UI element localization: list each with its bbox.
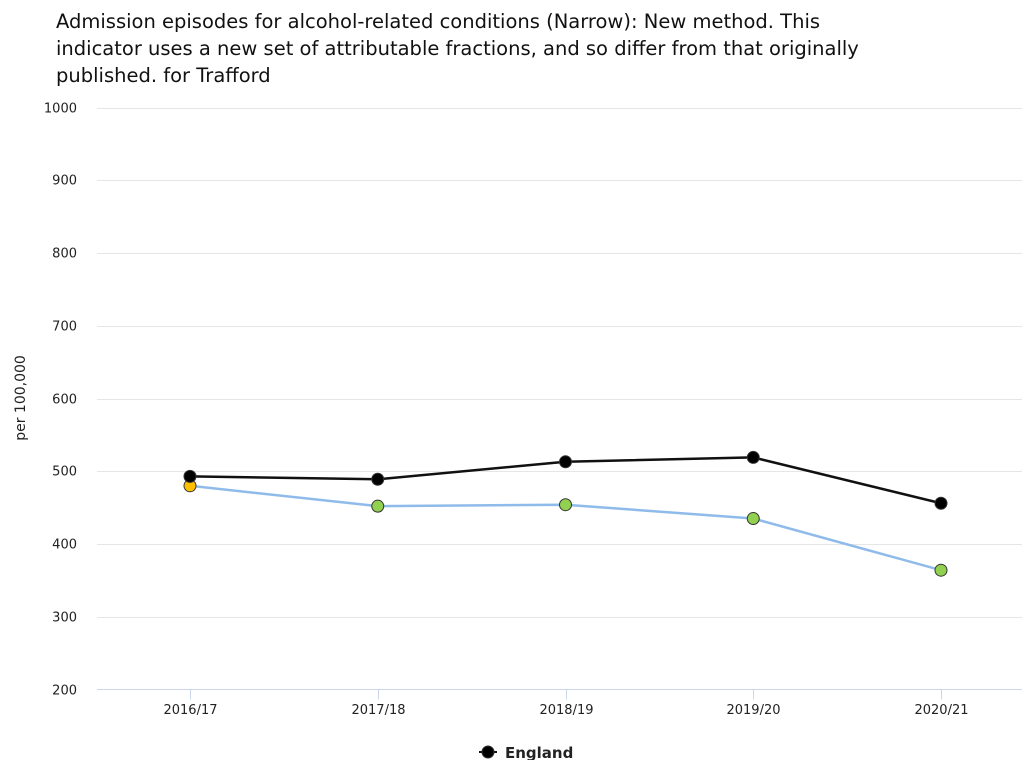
x-tick-label: 2019/20 [726, 703, 780, 718]
x-tick-label: 2018/19 [539, 703, 593, 718]
y-tick-label: 800 [52, 247, 77, 262]
y-tick-label: 600 [52, 393, 77, 408]
data-point[interactable] [746, 512, 760, 526]
y-tick-label: 700 [52, 320, 77, 335]
y-axis-ticks: 200 300 400 500 600 700 800 900 1000 [44, 102, 77, 699]
chart-title: Admission episodes for alcohol-related c… [56, 8, 996, 89]
x-tick-label: 2016/17 [163, 703, 217, 718]
y-tick-label: 900 [52, 174, 77, 189]
data-point[interactable] [183, 469, 197, 483]
series-area [183, 479, 948, 577]
y-tick-label: 1000 [44, 102, 77, 117]
y-tick-label: 400 [52, 538, 77, 553]
data-point[interactable] [934, 496, 948, 510]
data-point[interactable] [371, 499, 385, 513]
y-tick-label: 200 [52, 684, 77, 699]
x-tick-label: 2020/21 [914, 703, 968, 718]
data-point[interactable] [746, 450, 760, 464]
data-point[interactable] [934, 563, 948, 577]
chart-title-line-2: indicator uses a new set of attributable… [56, 37, 859, 60]
x-tick-label: 2017/18 [351, 703, 405, 718]
y-axis-title: per 100,000 [13, 355, 29, 441]
gridlines [97, 108, 1022, 618]
y-tick-label: 500 [52, 465, 77, 480]
legend[interactable]: England [479, 744, 573, 760]
legend-marker-england [481, 745, 495, 759]
x-axis-ticks: 2016/17 2017/18 2018/19 2019/20 2020/21 [163, 689, 969, 718]
data-point[interactable] [371, 472, 385, 486]
series-layer [183, 450, 948, 577]
series-england [183, 450, 948, 510]
chart-title-line-3: published. for Trafford [56, 64, 271, 87]
chart-title-line-1: Admission episodes for alcohol-related c… [56, 10, 821, 33]
data-point[interactable] [559, 498, 572, 512]
legend-label-england: England [505, 744, 573, 760]
data-point[interactable] [559, 455, 572, 469]
y-tick-label: 300 [52, 611, 77, 626]
